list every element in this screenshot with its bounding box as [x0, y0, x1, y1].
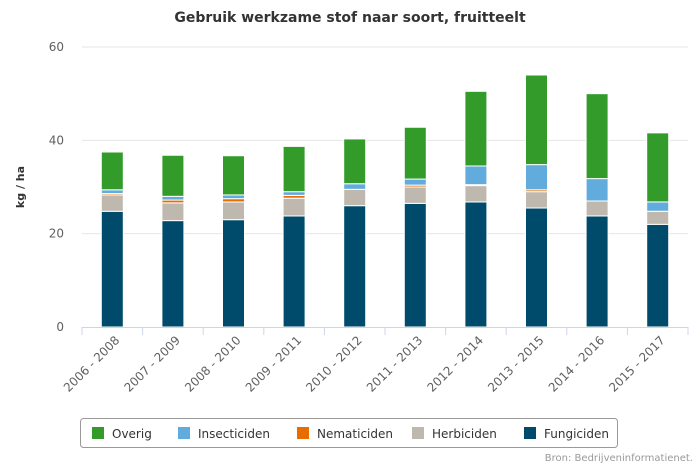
bar-segment-herbiciden[interactable] — [403, 186, 427, 204]
bar-segment-overig[interactable] — [282, 145, 306, 193]
x-tick-label: 2010 - 2012 — [303, 333, 365, 395]
y-tick-label: 0 — [56, 320, 64, 334]
legend-item-overig[interactable]: Overig — [92, 427, 152, 441]
bar-segment-herbiciden[interactable] — [646, 210, 670, 225]
x-tick-label: 2006 - 2008 — [61, 333, 123, 395]
bar-segment-overig[interactable] — [585, 93, 609, 180]
legend-swatch — [412, 427, 424, 439]
legend-swatch — [178, 427, 190, 439]
chart-title: Gebruik werkzame stof naar soort, fruitt… — [174, 10, 526, 26]
bar-segment-herbiciden[interactable] — [525, 191, 548, 209]
legend-swatch — [297, 427, 309, 439]
legend-label: Overig — [112, 427, 152, 441]
bar-segment-fungiciden[interactable] — [403, 202, 427, 328]
bar-segment-insecticiden[interactable] — [161, 195, 185, 201]
x-tick-label: 2013 - 2015 — [485, 333, 547, 395]
bar-segment-fungiciden[interactable] — [161, 220, 185, 328]
bar-segment-herbiciden[interactable] — [222, 201, 245, 221]
bar-segment-fungiciden[interactable] — [585, 215, 609, 328]
bar-segment-insecticiden[interactable] — [646, 201, 670, 212]
bar-segment-fungiciden[interactable] — [464, 201, 488, 328]
x-tick-label: 2008 - 2010 — [182, 333, 244, 395]
bar-segment-overig[interactable] — [100, 151, 124, 191]
bar-segment-insecticiden[interactable] — [403, 178, 427, 186]
bar-segment-overig[interactable] — [343, 138, 367, 185]
bar-segment-herbiciden[interactable] — [282, 197, 306, 217]
y-axis-label: kg / ha — [14, 166, 27, 208]
bar-segment-overig[interactable] — [222, 155, 245, 196]
bar-segment-insecticiden[interactable] — [343, 183, 367, 190]
y-tick-label: 40 — [49, 133, 64, 147]
x-tick-label: 2011 - 2013 — [364, 333, 426, 395]
bar-segment-herbiciden[interactable] — [464, 185, 488, 203]
x-tick-label: 2014 - 2016 — [546, 333, 608, 395]
bar-segment-overig[interactable] — [403, 126, 427, 180]
credits: Bron: Bedrijveninformatienet. — [545, 453, 693, 464]
legend[interactable]: Overig Insecticiden Nematiciden Herbiciden F… — [80, 418, 618, 448]
bar-segment-herbiciden[interactable] — [343, 188, 367, 207]
bar-segment-fungiciden[interactable] — [646, 223, 670, 328]
x-tick-label: 2015 - 2017 — [606, 333, 668, 395]
bar-segment-herbiciden[interactable] — [100, 194, 124, 212]
bar-segment-overig[interactable] — [646, 132, 670, 203]
bar-segment-insecticiden[interactable] — [282, 191, 306, 196]
bar-segment-overig[interactable] — [161, 154, 185, 197]
legend-item-insecticiden[interactable]: Insecticiden — [178, 427, 270, 441]
legend-label: Herbiciden — [432, 427, 497, 441]
bar-segment-herbiciden[interactable] — [585, 200, 609, 217]
bar-segment-overig[interactable] — [525, 74, 548, 166]
bar-segment-herbiciden[interactable] — [161, 202, 185, 222]
legend-box — [80, 418, 618, 448]
legend-item-nematiciden[interactable]: Nematiciden — [297, 427, 393, 441]
bar-segment-fungiciden[interactable] — [282, 215, 306, 328]
legend-swatch — [92, 427, 104, 439]
legend-label: Nematiciden — [317, 427, 393, 441]
x-tick-label: 2007 - 2009 — [121, 333, 183, 395]
y-tick-label: 60 — [49, 40, 64, 54]
x-tick-label: 2009 - 2011 — [243, 333, 305, 395]
legend-item-herbiciden[interactable]: Herbiciden — [412, 427, 497, 441]
x-tick-label: 2012 - 2014 — [424, 333, 486, 395]
legend-swatch — [524, 427, 536, 439]
bar-segment-insecticiden[interactable] — [525, 164, 548, 191]
bar-segment-insecticiden[interactable] — [464, 165, 488, 186]
bar-segment-insecticiden[interactable] — [585, 178, 609, 202]
bar-segment-fungiciden[interactable] — [343, 205, 367, 328]
legend-item-fungiciden[interactable]: Fungiciden — [524, 427, 609, 441]
bar-segment-overig[interactable] — [464, 90, 488, 167]
legend-label: Insecticiden — [198, 427, 270, 441]
bar-segment-insecticiden[interactable] — [222, 194, 245, 200]
y-axis-ticks: 0 20 40 60 — [49, 40, 64, 334]
y-tick-label: 20 — [49, 227, 64, 241]
x-axis: 2006 - 2008 2007 - 2009 2008 - 2010 2009 - … — [61, 327, 689, 395]
bar-segment-fungiciden[interactable] — [100, 210, 124, 328]
bars — [100, 74, 670, 328]
legend-label: Fungiciden — [544, 427, 609, 441]
bar-segment-fungiciden[interactable] — [525, 207, 548, 328]
bar-segment-fungiciden[interactable] — [222, 219, 245, 328]
bar-segment-insecticiden[interactable] — [100, 189, 124, 195]
